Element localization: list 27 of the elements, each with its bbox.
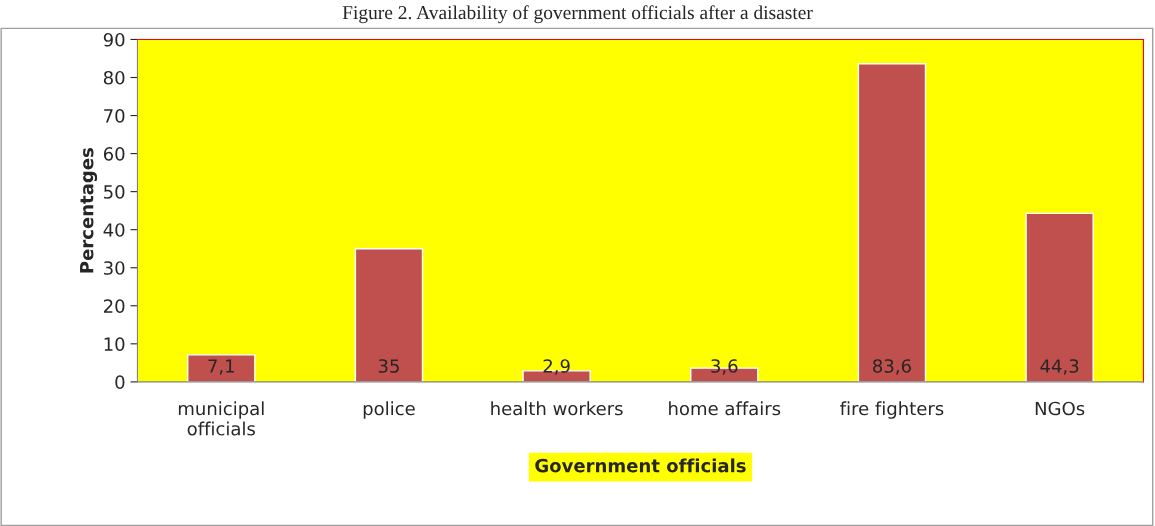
data-label: 44,3 — [1040, 359, 1079, 375]
x-tick-label: police — [363, 401, 415, 419]
y-tick-label: 80 — [103, 70, 125, 85]
x-axis-title: Government officials — [535, 458, 746, 473]
y-tick-label: 70 — [104, 109, 125, 123]
chart-title: Figure 2. Availability of government officials after a disaster — [342, 5, 813, 24]
bar — [1025, 212, 1094, 382]
bar — [187, 354, 256, 382]
x-tick-label: NGOs — [1035, 401, 1085, 416]
y-tick-label: 10 — [104, 337, 125, 351]
y-tick-label: 0 — [115, 375, 125, 389]
x-tick-label: municipal officials — [178, 401, 264, 436]
y-tick-label: 40 — [103, 223, 125, 237]
data-label: 7,1 — [208, 359, 234, 375]
y-tick-label: 30 — [104, 261, 125, 275]
x-tick-label: fire fighters — [840, 401, 944, 419]
bar — [857, 63, 927, 382]
bar — [354, 248, 424, 382]
y-tick-label: 90 — [103, 32, 125, 47]
y-tick-label: 50 — [104, 185, 125, 199]
data-label: 83,6 — [873, 359, 911, 375]
data-label: 35 — [378, 359, 399, 373]
y-tick-label: 60 — [103, 147, 125, 161]
x-tick-label: home affairs — [669, 401, 781, 416]
y-tick-label: 20 — [103, 299, 125, 313]
x-tick-label: health workers — [491, 401, 623, 416]
y-axis-title: Percentages — [80, 148, 98, 273]
